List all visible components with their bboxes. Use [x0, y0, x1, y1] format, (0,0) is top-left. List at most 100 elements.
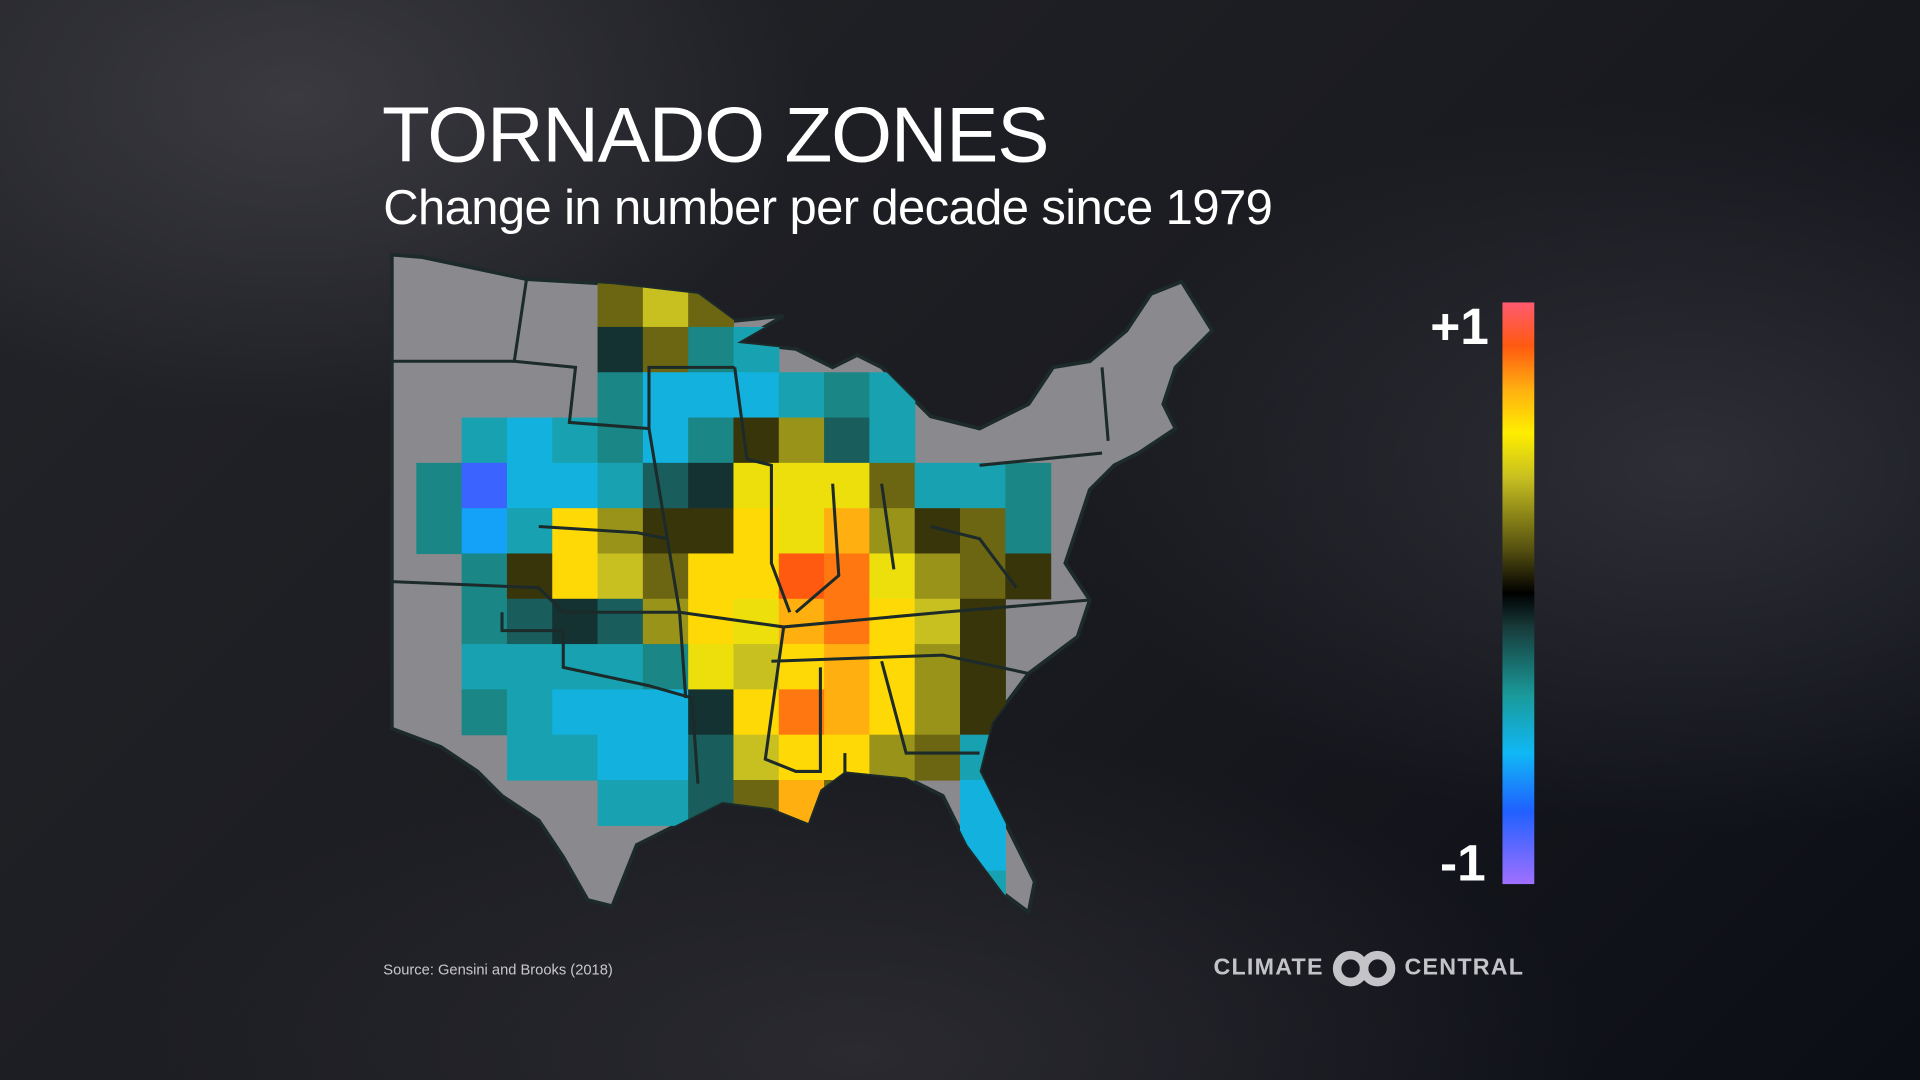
heatmap-cell	[869, 372, 916, 419]
heatmap-cell	[597, 780, 644, 826]
heatmap-cell	[688, 372, 735, 419]
heatmap-cell	[688, 689, 735, 736]
heatmap-cell	[642, 553, 689, 600]
heatmap-cell	[824, 372, 871, 419]
heatmap-cell	[461, 598, 508, 645]
heatmap-cell	[778, 780, 825, 826]
scale-min-label: -1	[1440, 833, 1486, 892]
heatmap-cell	[1005, 508, 1052, 555]
heatmap-cell	[552, 462, 599, 509]
source-note: Source: Gensini and Brooks (2018)	[383, 961, 613, 979]
climate-central-logo: CLIMATE CENTRAL	[1213, 950, 1524, 987]
heatmap-cell	[733, 644, 780, 691]
heatmap-cell	[778, 644, 825, 691]
logo-text-right: CENTRAL	[1404, 955, 1525, 981]
heatmap-cell	[642, 462, 689, 509]
heatmap-cell	[824, 644, 871, 691]
heatmap-cell	[824, 508, 871, 555]
heatmap-cell	[506, 689, 553, 736]
heatmap-cell	[914, 598, 961, 645]
heatmap-cell	[461, 508, 508, 555]
heatmap-cell	[824, 780, 871, 826]
heatmap-cell	[416, 508, 463, 555]
heatmap-cell	[506, 644, 553, 691]
heatmap-cell	[688, 508, 735, 555]
heatmap-cell	[778, 462, 825, 509]
heatmap-cell	[506, 417, 553, 464]
heatmap-cell	[688, 644, 735, 691]
heatmap-cell	[960, 825, 1006, 872]
heatmap-cell	[506, 462, 553, 509]
heatmap-cell	[506, 598, 553, 645]
heatmap-cell	[597, 598, 644, 645]
heatmap-cell	[688, 462, 735, 509]
heatmap-cell	[552, 598, 599, 645]
heatmap-cell	[688, 326, 735, 373]
heatmap-cell	[914, 644, 961, 691]
heatmap-cell	[552, 644, 599, 691]
heatmap-cell	[688, 598, 735, 645]
heatmap-cell	[733, 734, 780, 781]
heatmap-cell	[688, 417, 735, 464]
heatmap-cell	[461, 689, 508, 736]
heatmap-cell	[461, 644, 508, 691]
heatmap-cell	[688, 281, 735, 328]
heatmap-cell	[960, 508, 1006, 555]
heatmap-cell	[960, 553, 1006, 600]
heatmap-cell	[778, 417, 825, 464]
heatmap-cell	[960, 689, 1006, 736]
heatmap-cell	[778, 734, 825, 781]
heatmap-cell	[869, 462, 916, 509]
heatmap-cell	[778, 508, 825, 555]
heatmap-cell	[642, 689, 689, 736]
heatmap-cell	[688, 553, 735, 600]
logo-text-left: CLIMATE	[1213, 955, 1324, 981]
heatmap-cell	[869, 598, 916, 645]
heatmap-cell	[597, 734, 644, 781]
heatmap-cell	[960, 598, 1006, 645]
heatmap-cell	[960, 780, 1006, 826]
heatmap-cell	[552, 553, 599, 600]
heatmap-cell	[506, 553, 553, 600]
heatmap-cell	[597, 462, 644, 509]
heatmap-cell	[733, 326, 780, 373]
heatmap-cell	[506, 734, 553, 781]
page-subtitle: Change in number per decade since 1979	[383, 181, 1273, 236]
heatmap-cell	[824, 462, 871, 509]
heatmap-cell	[960, 734, 1006, 781]
heatmap-cell	[778, 372, 825, 419]
heatmap-cell	[869, 508, 916, 555]
heatmap-cell	[824, 689, 871, 736]
heatmap-cell	[733, 780, 780, 826]
state-borders	[391, 278, 1110, 784]
heatmap-cell	[869, 734, 916, 781]
heatmap-cell	[597, 689, 644, 736]
scale-max-label: +1	[1430, 297, 1489, 356]
page-title: TORNADO ZONES	[382, 90, 1049, 179]
heatmap-cell	[642, 326, 689, 373]
heatmap-cell	[506, 508, 553, 555]
heatmap-cell	[1005, 462, 1052, 509]
heatmap-cell	[914, 462, 961, 509]
heatmap-cell	[597, 553, 644, 600]
heatmap-cell	[914, 553, 961, 600]
heatmap-cell	[733, 417, 780, 464]
heatmap-cell	[552, 734, 599, 781]
heatmap-cell	[597, 281, 644, 328]
heatmap-cell	[552, 689, 599, 736]
heatmap-cell	[960, 870, 1006, 913]
heatmap-cell	[461, 553, 508, 600]
heatmap-cell	[642, 734, 689, 781]
heatmap-cell	[824, 553, 871, 600]
heatmap-cell	[869, 417, 916, 464]
heatmap-cell	[960, 462, 1006, 509]
heatmap-cell	[461, 462, 508, 509]
heatmap-cell	[416, 462, 463, 509]
heatmap-cell	[778, 553, 825, 600]
heatmap-cell	[1005, 553, 1052, 600]
infinity-rings-icon	[1332, 950, 1396, 987]
color-scale-bar	[1502, 302, 1535, 885]
heatmap-cell	[778, 689, 825, 736]
